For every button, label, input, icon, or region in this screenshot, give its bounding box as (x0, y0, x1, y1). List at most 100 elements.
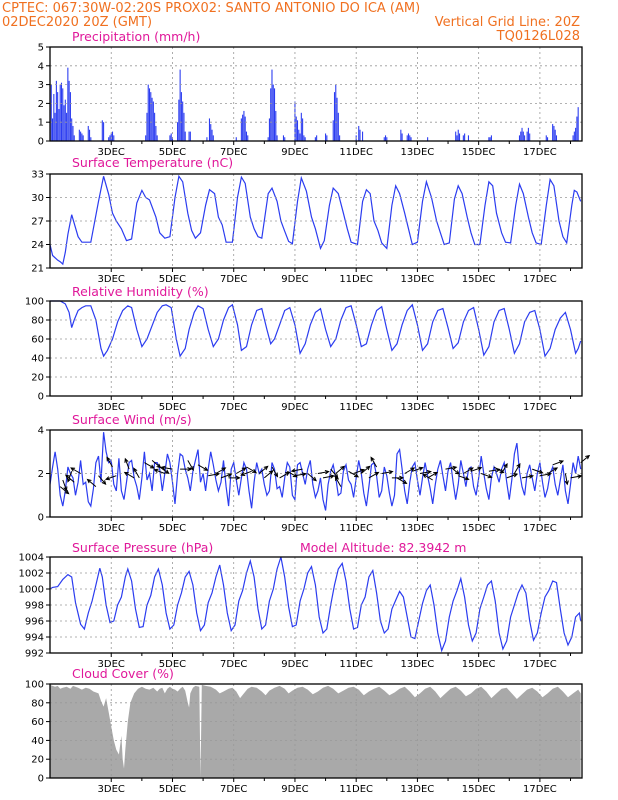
precip-bar-103 (400, 129, 402, 141)
precip-bar-97 (358, 125, 360, 141)
precip-bar-50 (182, 101, 184, 141)
precip-bar-125 (526, 131, 528, 141)
temp-xtick-label-5: 13DEC (401, 274, 435, 285)
wind-arrow-9 (124, 457, 130, 470)
wind-arrow-42 (360, 465, 371, 474)
cloud-xtick-label-6: 15DEC (462, 784, 496, 795)
precip-bar-105 (406, 135, 408, 141)
precip-bar-82 (300, 112, 302, 141)
wind-arrow-4 (70, 467, 81, 474)
pres-xtick-label-0: 3DEC (98, 659, 125, 670)
pres-ytick-label-2: 996 (25, 617, 44, 628)
wind-arrow-7 (106, 456, 113, 468)
rh-xtick-label-6: 15DEC (462, 402, 496, 413)
precip-bar-60 (235, 137, 237, 141)
precip-bar-101 (384, 135, 387, 141)
wind-arrow-38 (335, 465, 346, 474)
precip-bar-53 (188, 131, 190, 141)
wind-arrow-54 (450, 466, 460, 475)
rh-ytick-label-2: 40 (31, 354, 44, 365)
precip-bar-129 (547, 137, 549, 141)
cloud-xtick-label-5: 13DEC (401, 784, 435, 795)
cloud-ytick-label-5: 100 (25, 680, 44, 691)
wind-arrow-34 (307, 473, 317, 482)
precip-bar-66 (247, 135, 249, 141)
precip-bar-134 (572, 135, 574, 141)
wind-arrow-68 (552, 460, 565, 466)
temp-ytick-label-1: 24 (31, 240, 44, 251)
precip-bar-94 (337, 112, 339, 141)
precipitation-panel: 0 1 2 3 4 5 3DEC 5DEC 7DEC 9DEC 11DEC 13DEC 15DEC 17D… (38, 43, 583, 158)
pres-ytick-label-5: 1002 (19, 569, 44, 580)
temp-ytick-label-4: 33 (31, 170, 44, 181)
cloud-xtick-label-2: 7DEC (220, 784, 247, 795)
precip-bar-107 (409, 135, 411, 141)
precip-bar-100 (383, 137, 385, 141)
temp-ytick-label-2: 27 (31, 217, 44, 228)
wind-arrow-19 (197, 464, 209, 471)
precip-bar-52 (184, 131, 186, 141)
pres-xtick-label-5: 13DEC (401, 659, 435, 670)
wind-arrow-52 (422, 473, 433, 481)
wind-xtick-label-2: 7DEC (220, 523, 247, 534)
pres-xtick-label-6: 15DEC (462, 659, 496, 670)
precip-bar-18 (73, 135, 75, 141)
rh-ytick-label-5: 100 (25, 297, 44, 308)
wind-arrow-0 (59, 486, 70, 495)
precip-bar-87 (316, 135, 318, 141)
precip-bar-63 (243, 110, 245, 141)
precip-bar-58 (211, 129, 213, 141)
precip-bar-21 (81, 133, 83, 141)
temp-xtick-label-4: 11DEC (339, 274, 373, 285)
wind-arrow-26 (240, 470, 252, 476)
precip-bar-77 (294, 101, 296, 141)
wind-arrow-67 (547, 467, 559, 474)
temp-line (49, 174, 582, 266)
precip-bar-90 (332, 120, 334, 141)
wind-arrow-53 (445, 465, 458, 470)
precip-bar-116 (467, 135, 469, 141)
precip-bar-98 (359, 129, 361, 141)
wind-arrow-69 (564, 473, 569, 486)
cloud-ytick-label-1: 20 (31, 755, 44, 766)
wind-arrow-58 (481, 473, 493, 479)
precip-bar-89 (326, 135, 328, 141)
precip-bar-70 (271, 69, 273, 141)
precip-bar-61 (240, 118, 242, 141)
wind-arrow-29 (271, 466, 279, 478)
wind-arrow-44 (370, 456, 378, 468)
wind-arrow-32 (294, 472, 307, 477)
precip-bar-85 (304, 137, 306, 141)
precip-xtick-label-3: 9DEC (281, 147, 308, 158)
wind-title: Surface Wind (m/s) (72, 412, 192, 427)
rh-ytick-label-4: 80 (31, 316, 44, 327)
precip-bar-8 (60, 82, 63, 141)
precip-xtick-label-1: 5DEC (159, 147, 186, 158)
precip-bar-68 (268, 118, 270, 141)
rh-ytick-label-3: 60 (31, 335, 44, 346)
precip-bar-122 (521, 127, 523, 141)
precip-bar-132 (554, 129, 556, 141)
precip-bar-42 (156, 135, 158, 141)
precip-bar-126 (527, 127, 529, 141)
precip-bar-44 (170, 133, 172, 141)
precip-bar-71 (272, 84, 274, 141)
precip-bar-7 (59, 84, 61, 141)
cloud-ytick-label-2: 40 (31, 736, 44, 747)
precip-bar-20 (80, 131, 82, 141)
precip-bar-95 (339, 135, 341, 141)
precip-bar-40 (154, 112, 156, 141)
rh-xtick-label-1: 5DEC (159, 402, 186, 413)
precip-bar-131 (553, 125, 555, 141)
pres-ytick-label-6: 1004 (19, 553, 44, 564)
wind-arrow-51 (427, 471, 439, 479)
precip-bar-86 (314, 137, 316, 141)
precip-bar-137 (576, 116, 578, 141)
precip-bar-59 (212, 135, 214, 141)
precip-bar-64 (244, 116, 246, 141)
header-model-code: TQ0126L028 (496, 29, 580, 44)
precip-bar-45 (171, 137, 174, 141)
precip-xtick-label-5: 13DEC (401, 147, 435, 158)
wind-arrow-24 (236, 467, 247, 474)
